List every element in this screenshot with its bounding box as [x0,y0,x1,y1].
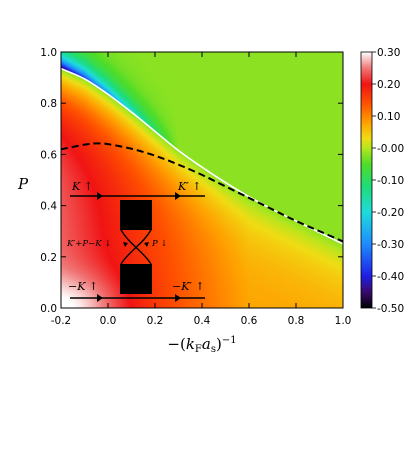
x-tick-label-1: 0.0 [100,315,117,327]
diagram-label-mid-right: P ↓ [151,239,168,249]
x-axis-title-post: ) [216,335,222,353]
diagram-label-bottom-right: −K′ ↑ [172,280,205,293]
colorbar-tick-label-1: 0.20 [377,79,400,91]
diagram-arrow-top-left [97,192,103,200]
x-axis-title-a: a [202,335,211,353]
contour-lines [61,67,343,245]
x-tick-label-2: 0.2 [147,315,164,327]
x-axis-title-sup: −1 [222,335,237,346]
diagram-cross-line-2 [120,229,152,265]
x-tick-label-5: 0.8 [288,315,305,327]
colorbar: 0.30 0.20 0.10 -0.00 -0.10 -0.20 -0.30 -0.40 -0.… [360,47,404,315]
diagram-label-top-left: K ↑ [71,180,93,193]
colorbar-ticks: 0.30 0.20 0.10 -0.00 -0.10 -0.20 -0.30 -0.40 -0.… [372,47,404,315]
colorbar-gradient [360,51,373,309]
colorbar-tick-label-7: -0.40 [377,271,404,283]
contour-line-dashed [61,142,343,243]
diagram-arrow-bottom-right [175,294,181,302]
y-tick-label-0: 0.0 [40,303,57,315]
x-axis: -0.2 0.0 0.2 0.4 0.6 0.8 1.0 [51,52,352,327]
colorbar-tick-label-2: 0.10 [377,111,400,123]
diagram-arrow-cross-right [144,242,149,247]
diagram-vertex-bottom [120,264,152,294]
y-tick-label-4: 0.8 [40,98,57,110]
x-tick-label-6: 1.0 [335,315,352,327]
feynman-diagram: K ↑ K′ ↑ −K ↑ −K′ ↑ K′+P−K ↓ P ↓ [66,180,205,302]
x-tick-label-4: 0.6 [241,315,258,327]
x-tick-label-0: -0.2 [51,315,72,327]
y-tick-label-1: 0.2 [40,252,57,264]
colorbar-tick-label-3: -0.00 [377,143,404,155]
diagram-arrow-bottom-left [97,294,103,302]
colorbar-tick-label-6: -0.30 [377,239,404,251]
y-tick-label-3: 0.6 [40,149,57,161]
y-tick-label-5: 1.0 [40,47,57,59]
diagram-label-mid-left: K′+P−K ↓ [66,239,111,249]
diagram-arrow-top-right [175,192,181,200]
x-axis-title-k: k [186,335,195,353]
diagram-label-bottom-left: −K ↑ [68,280,98,293]
y-axis: 0.0 0.2 0.4 0.6 0.8 1.0 [40,47,343,315]
colorbar-tick-label-0: 0.30 [377,47,400,59]
y-tick-label-2: 0.4 [40,201,57,213]
diagram-vertex-top [120,200,152,230]
diagram-arrow-cross-left [123,242,128,247]
y-axis-title: P [17,175,29,193]
colorbar-tick-label-5: -0.20 [377,207,404,219]
colorbar-tick-label-8: -0.50 [377,303,404,315]
x-axis-title-asub: s [211,344,216,355]
contour-line-solid [61,67,343,245]
colorbar-tick-label-4: -0.10 [377,175,404,187]
diagram-label-top-right: K′ ↑ [177,180,201,193]
x-axis-title: −(kFas)−1 [167,335,236,355]
x-tick-label-3: 0.4 [194,315,211,327]
x-axis-title-pre: −( [167,335,185,353]
x-axis-title-ksub: F [195,344,202,355]
